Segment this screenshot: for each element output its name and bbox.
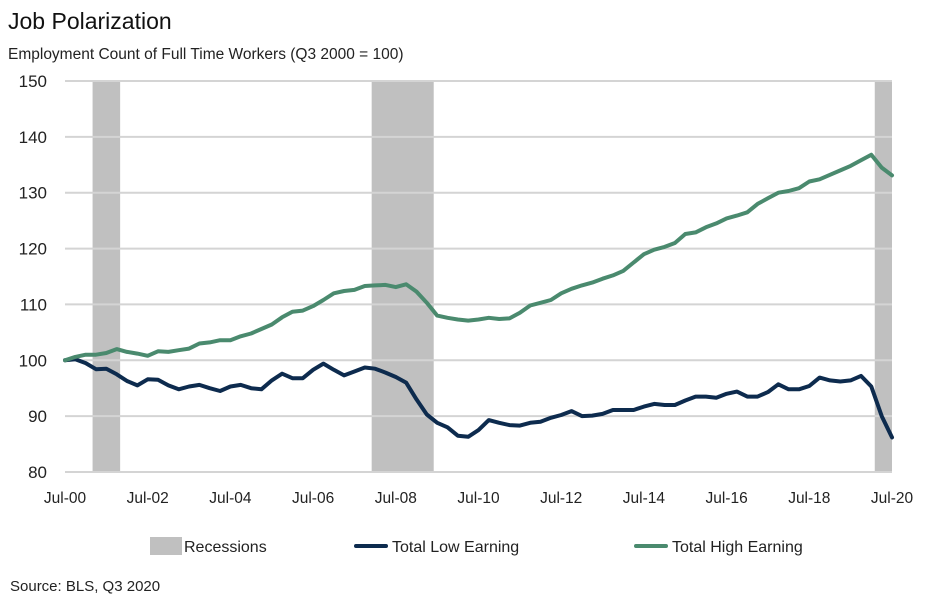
series-line-low-earning <box>63 357 894 440</box>
y-tick-label: 110 <box>20 295 47 314</box>
recession-band <box>874 81 892 472</box>
x-tick-label: Jul-18 <box>788 490 830 507</box>
x-tick-label: Jul-10 <box>457 490 500 507</box>
legend-swatch-recessions <box>150 537 182 555</box>
series-line-high-earning <box>63 152 894 363</box>
x-tick-label: Jul-14 <box>623 490 666 507</box>
legend-label-recessions: Recessions <box>184 539 267 556</box>
x-tick-label: Jul-04 <box>209 490 252 507</box>
x-tick-label: Jul-02 <box>127 490 169 507</box>
chart-source: Source: BLS, Q3 2020 <box>10 578 161 595</box>
x-tick-label: Jul-12 <box>540 490 582 507</box>
x-tick-label: Jul-00 <box>44 490 87 507</box>
y-tick-label: 100 <box>19 351 47 370</box>
y-tick-label: 150 <box>19 72 47 91</box>
y-tick-label: 140 <box>19 128 47 147</box>
chart-subtitle: Employment Count of Full Time Workers (Q… <box>8 46 404 63</box>
y-tick-label: 90 <box>28 407 47 426</box>
recession-band <box>92 81 121 472</box>
y-tick-label: 130 <box>19 184 47 203</box>
x-tick-label: Jul-06 <box>292 490 334 507</box>
x-tick-label: Jul-08 <box>375 490 417 507</box>
y-tick-label: 80 <box>28 463 47 482</box>
x-tick-label: Jul-20 <box>871 490 914 507</box>
x-tick-label: Jul-16 <box>705 490 747 507</box>
chart-title: Job Polarization <box>8 8 172 34</box>
legend-label-series: Total Low Earning <box>392 539 519 556</box>
legend-label-series: Total High Earning <box>672 539 803 556</box>
y-tick-label: 120 <box>19 240 47 259</box>
